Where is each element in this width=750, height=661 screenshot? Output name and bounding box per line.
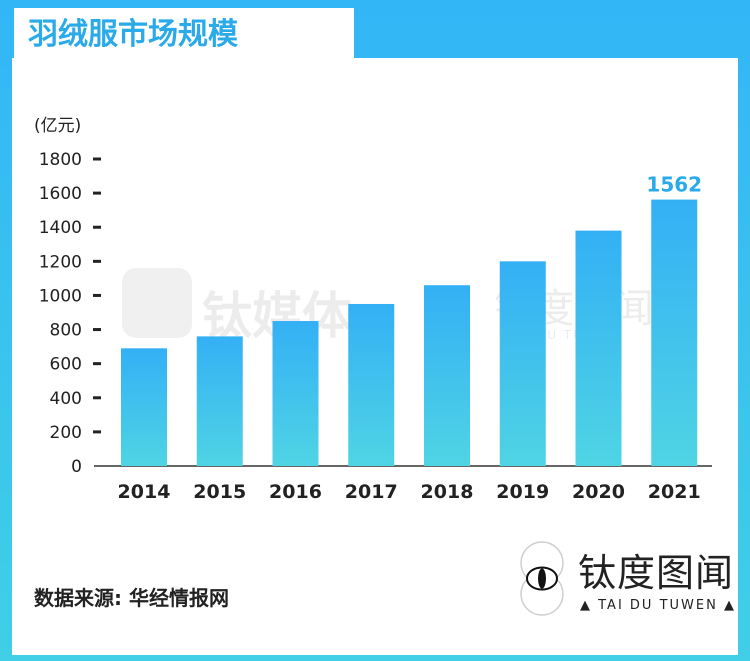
y-axis-label: (亿元): [34, 116, 81, 136]
y-tick-label: 1800: [39, 150, 82, 170]
data-label-2021: 1562: [646, 173, 702, 197]
x-tick-label: 2017: [345, 481, 398, 503]
bar-2016: [272, 321, 319, 466]
y-tick-label: 1400: [39, 218, 82, 238]
y-axis: 0 200 400 600 800 1000 1200 1400 1600 1800: [39, 150, 101, 477]
bar-2015: [196, 336, 243, 466]
x-tick-label: 2021: [648, 481, 701, 503]
y-tick-label: 1000: [39, 286, 82, 306]
y-tick-label: 1600: [39, 184, 82, 204]
bar-2018: [424, 285, 470, 466]
bar-2019: [499, 261, 546, 466]
x-tick-label: 2014: [118, 481, 171, 503]
y-tick-label: 0: [71, 457, 82, 477]
x-tick-label: 2019: [496, 481, 549, 503]
y-tick-label: 800: [50, 321, 82, 341]
y-tick-label: 200: [50, 423, 82, 443]
y-tick-label: 600: [50, 355, 82, 375]
bar-2014: [121, 348, 167, 466]
eye-logo-icon: [520, 541, 564, 616]
y-tick-label: 400: [50, 389, 82, 409]
x-tick-label: 2015: [193, 481, 246, 503]
bar-2017: [348, 303, 395, 466]
data-labels: 1562: [646, 173, 702, 197]
watermark-logo-icon: [122, 268, 192, 338]
x-axis: 2014 2015 2016 2017 2018 2019 2020 2021: [118, 481, 701, 503]
bar-2020: [575, 230, 622, 466]
title-bar: [14, 8, 354, 60]
x-tick-label: 2020: [572, 481, 625, 503]
x-tick-label: 2018: [421, 481, 474, 503]
logo-name: 钛度图闻: [578, 551, 735, 595]
bar-2021: [651, 199, 698, 466]
data-source: 数据来源: 华经情报网: [34, 586, 229, 610]
chart-title: 羽绒服市场规模: [28, 17, 238, 52]
y-tick-label: 1200: [39, 252, 82, 272]
bars: [121, 199, 698, 466]
logo-subtitle: ▲ TAI DU TUWEN ▲: [580, 598, 736, 613]
x-tick-label: 2016: [269, 481, 322, 503]
